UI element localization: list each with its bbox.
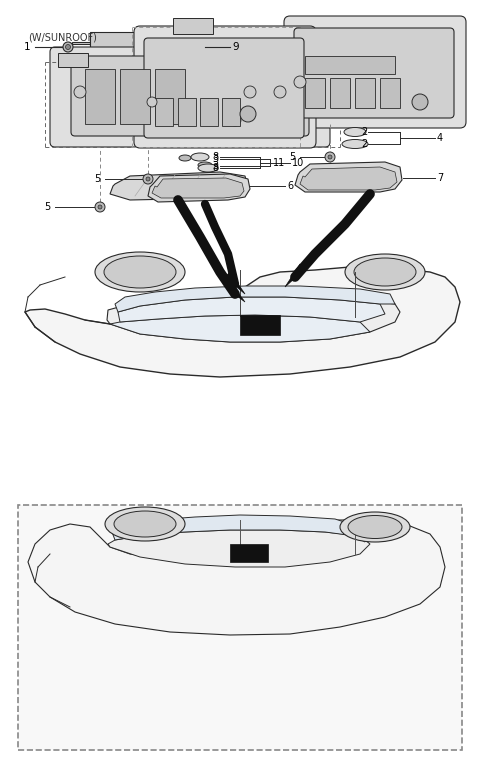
Ellipse shape bbox=[104, 256, 176, 288]
Text: 4: 4 bbox=[437, 133, 443, 143]
Polygon shape bbox=[148, 174, 250, 202]
Bar bbox=[355, 78, 375, 108]
FancyBboxPatch shape bbox=[134, 26, 316, 148]
Polygon shape bbox=[300, 167, 397, 190]
Polygon shape bbox=[295, 162, 402, 192]
Polygon shape bbox=[152, 178, 244, 198]
Bar bbox=[173, 18, 213, 34]
Text: 1: 1 bbox=[24, 42, 30, 52]
Polygon shape bbox=[72, 34, 100, 52]
Polygon shape bbox=[25, 267, 460, 377]
Ellipse shape bbox=[198, 162, 212, 168]
Circle shape bbox=[244, 86, 256, 98]
FancyBboxPatch shape bbox=[71, 56, 309, 136]
FancyBboxPatch shape bbox=[284, 16, 466, 128]
Ellipse shape bbox=[340, 512, 410, 542]
Bar bbox=[120, 69, 150, 124]
FancyBboxPatch shape bbox=[294, 28, 454, 118]
Circle shape bbox=[229, 114, 241, 126]
Polygon shape bbox=[185, 37, 200, 57]
Bar bbox=[330, 78, 350, 108]
Polygon shape bbox=[108, 530, 370, 567]
Bar bbox=[200, 98, 218, 126]
Ellipse shape bbox=[105, 507, 185, 541]
Text: 11: 11 bbox=[273, 158, 285, 168]
Ellipse shape bbox=[191, 153, 209, 161]
Circle shape bbox=[240, 106, 256, 122]
FancyBboxPatch shape bbox=[144, 38, 304, 138]
Ellipse shape bbox=[342, 139, 368, 149]
Ellipse shape bbox=[348, 515, 402, 539]
Polygon shape bbox=[90, 32, 185, 62]
Ellipse shape bbox=[179, 155, 191, 161]
Ellipse shape bbox=[345, 254, 425, 290]
Text: 7: 7 bbox=[437, 173, 443, 183]
Bar bbox=[305, 56, 395, 74]
Polygon shape bbox=[118, 297, 385, 322]
Circle shape bbox=[294, 76, 306, 88]
Bar bbox=[155, 69, 185, 124]
Text: 9: 9 bbox=[232, 42, 239, 52]
Text: 2: 2 bbox=[361, 127, 367, 137]
Ellipse shape bbox=[198, 164, 218, 172]
Text: 8: 8 bbox=[212, 152, 218, 162]
Ellipse shape bbox=[354, 258, 416, 286]
Polygon shape bbox=[107, 294, 400, 342]
Bar bbox=[18, 505, 462, 750]
Text: 8: 8 bbox=[212, 163, 218, 173]
Circle shape bbox=[143, 174, 153, 184]
Polygon shape bbox=[110, 172, 248, 200]
Circle shape bbox=[147, 97, 157, 107]
Circle shape bbox=[98, 205, 102, 209]
Circle shape bbox=[65, 45, 71, 49]
Circle shape bbox=[63, 42, 73, 52]
Text: 2: 2 bbox=[361, 139, 367, 149]
Text: 6: 6 bbox=[287, 181, 293, 191]
Polygon shape bbox=[115, 286, 395, 312]
Ellipse shape bbox=[95, 252, 185, 292]
Polygon shape bbox=[225, 272, 245, 294]
Text: 3: 3 bbox=[212, 154, 218, 164]
Circle shape bbox=[412, 94, 428, 110]
Bar bbox=[155, 98, 173, 126]
Bar bbox=[240, 315, 280, 335]
Polygon shape bbox=[28, 520, 445, 635]
Text: (W/SUNROOF): (W/SUNROOF) bbox=[28, 32, 97, 42]
Polygon shape bbox=[110, 315, 370, 342]
FancyBboxPatch shape bbox=[50, 47, 330, 147]
Text: 5: 5 bbox=[94, 174, 100, 184]
Circle shape bbox=[74, 86, 86, 98]
Circle shape bbox=[95, 202, 105, 212]
Circle shape bbox=[328, 155, 332, 159]
Polygon shape bbox=[225, 282, 245, 302]
Bar bbox=[230, 544, 268, 562]
Polygon shape bbox=[112, 515, 365, 542]
Bar bbox=[85, 69, 115, 124]
Bar bbox=[305, 78, 325, 108]
Bar bbox=[178, 98, 196, 126]
Bar bbox=[58, 53, 88, 67]
Bar bbox=[222, 98, 240, 126]
Polygon shape bbox=[285, 264, 305, 287]
Text: 10: 10 bbox=[292, 158, 304, 168]
Ellipse shape bbox=[344, 127, 366, 137]
Text: 5: 5 bbox=[44, 202, 50, 212]
Text: 3: 3 bbox=[212, 161, 218, 171]
Bar bbox=[380, 78, 400, 108]
Circle shape bbox=[146, 177, 150, 181]
Circle shape bbox=[274, 86, 286, 98]
Ellipse shape bbox=[114, 511, 176, 537]
Circle shape bbox=[325, 152, 335, 162]
Text: 5: 5 bbox=[289, 152, 295, 162]
